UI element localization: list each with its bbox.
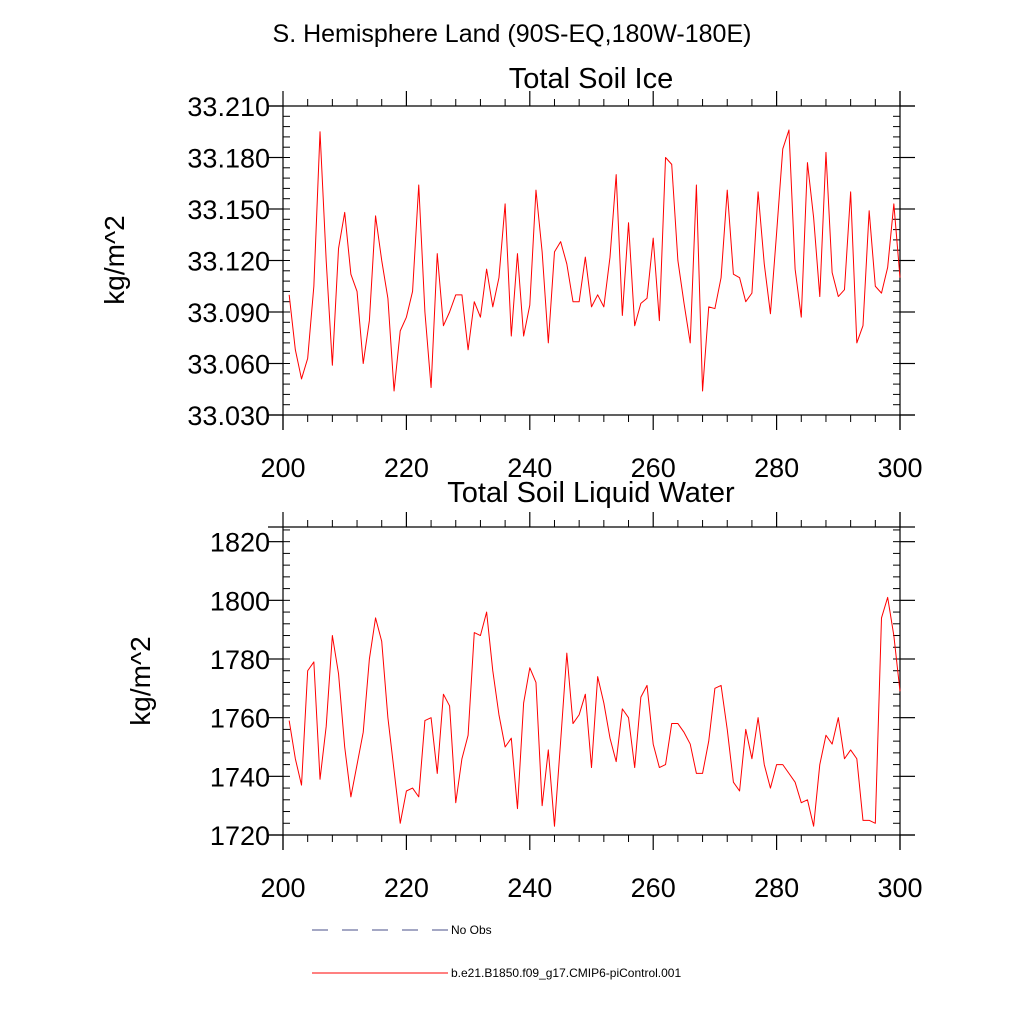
y-tick-label: 33.090 xyxy=(187,298,270,328)
y-tick-label: 1820 xyxy=(210,528,270,558)
figure-title: S. Hemisphere Land (90S-EQ,180W-180E) xyxy=(273,20,752,48)
y-tick-label: 1740 xyxy=(210,762,270,792)
axes xyxy=(268,512,915,850)
legend-label-2: b.e21.B1850.f09_g17.CMIP6-piControl.001 xyxy=(451,966,681,980)
panel-title: Total Soil Ice xyxy=(509,63,673,95)
chart-panel-2: Total Soil Liquid Water kg/m^2 200 220 240 26… xyxy=(125,477,923,903)
x-tick-label: 300 xyxy=(877,873,922,903)
x-tick-label: 280 xyxy=(754,453,799,483)
series-line xyxy=(288,596,901,827)
x-tick-label: 220 xyxy=(384,873,429,903)
legend-label-1: No Obs xyxy=(451,923,492,937)
x-tick-label: 200 xyxy=(260,873,305,903)
x-tick-label: 260 xyxy=(631,873,676,903)
y-tick-label: 33.210 xyxy=(187,92,270,122)
y-axis-label: kg/m^2 xyxy=(99,215,130,304)
x-tick-label: 280 xyxy=(754,873,799,903)
x-tick-label: 240 xyxy=(507,873,552,903)
legend: No Obs b.e21.B1850.f09_g17.CMIP6-piContro… xyxy=(312,923,681,980)
x-tick-label: 300 xyxy=(877,453,922,483)
y-tick-label: 1760 xyxy=(210,704,270,734)
x-tick-label: 260 xyxy=(631,453,676,483)
y-tick-label: 1780 xyxy=(210,645,270,675)
panel-title: Total Soil Liquid Water xyxy=(447,477,735,509)
y-tick-label: 1720 xyxy=(210,821,270,851)
y-tick-label: 33.150 xyxy=(187,195,270,225)
axes xyxy=(268,91,915,430)
x-tick-label: 200 xyxy=(260,453,305,483)
y-tick-label: 33.120 xyxy=(187,247,270,277)
chart-panel-1: Total Soil Ice kg/m^2 200 220 240 260 280 300 33… xyxy=(99,63,923,483)
y-tick-label: 33.030 xyxy=(187,401,270,431)
y-tick-label: 1800 xyxy=(210,586,270,616)
y-axis-label: kg/m^2 xyxy=(125,636,156,725)
x-tick-label: 220 xyxy=(384,453,429,483)
series-line xyxy=(288,129,901,392)
y-tick-label: 33.060 xyxy=(187,350,270,380)
y-tick-label: 33.180 xyxy=(187,144,270,174)
x-tick-label: 240 xyxy=(507,453,552,483)
